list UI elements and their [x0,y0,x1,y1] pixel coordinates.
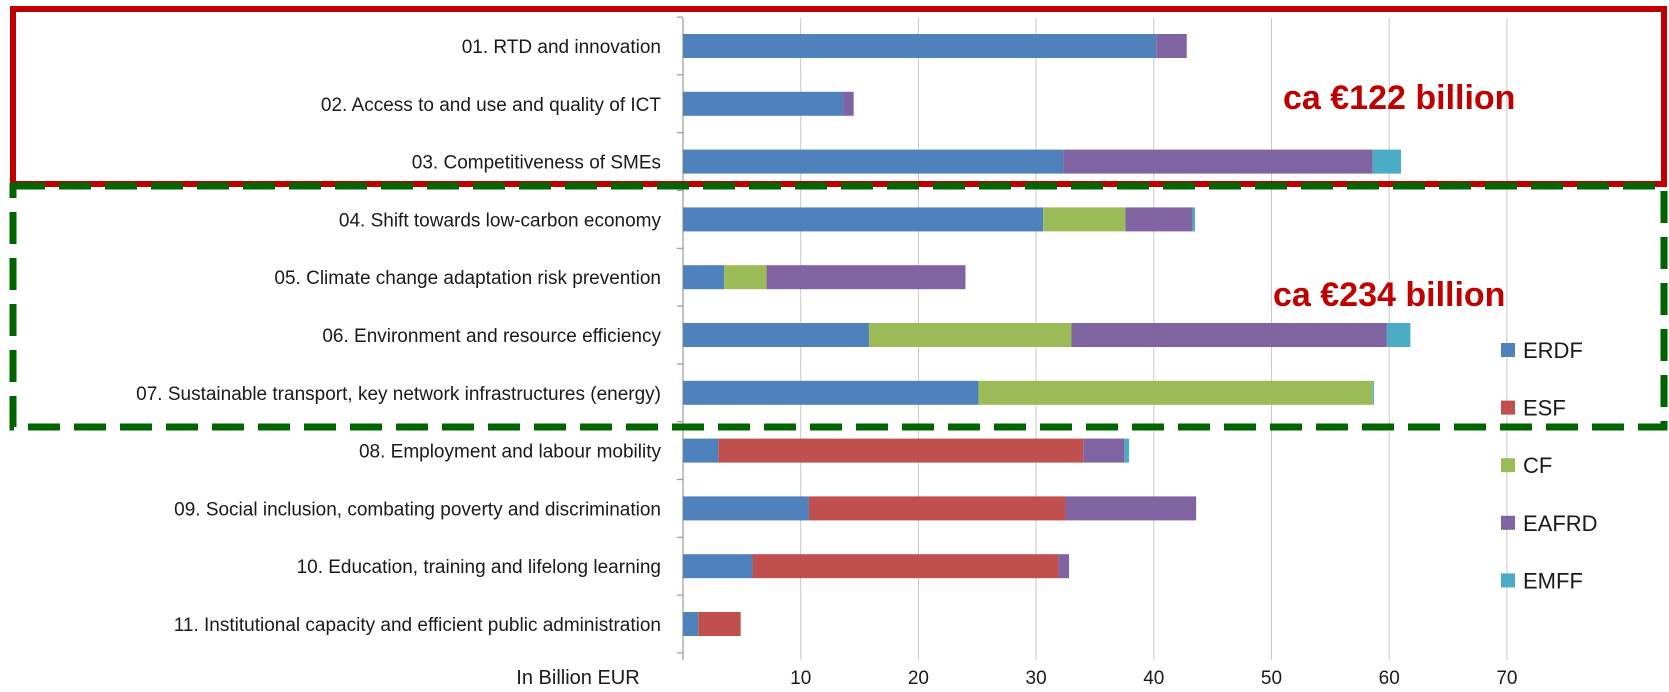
bars [683,34,1411,636]
bar-erdf [683,496,809,521]
legend-label-cf: CF [1523,453,1552,478]
category-label: 07. Sustainable transport, key network i… [136,384,661,405]
bar-cf [1043,207,1126,232]
bar-erdf [683,612,699,636]
category-label: 05. Climate change adaptation risk preve… [274,268,661,289]
bar-eafrd [1156,34,1187,58]
bar-esf [752,554,1059,579]
category-label: 01. RTD and innovation [462,37,661,58]
legend-label-eafrd: EAFRD [1523,511,1598,536]
bar-esf [698,612,741,636]
bar-eafrd [1065,496,1197,521]
bar-erdf [683,91,844,116]
category-label: 11. Institutional capacity and efficient… [174,615,661,636]
legend-label-erdf: ERDF [1523,338,1583,363]
legend-swatch-emff [1501,573,1515,588]
legend: ERDF ESF CF EAFRD EMFF [1501,338,1598,593]
annotations: ca €122 billion ca €234 billion [1273,79,1515,314]
x-axis-title: In Billion EUR [516,667,639,689]
legend-swatch-eafrd [1501,515,1515,530]
bar-eafrd [1071,323,1387,347]
category-label: 06. Environment and resource efficiency [322,326,661,347]
x-tick-label: 40 [1143,668,1164,689]
bar-erdf [683,34,1157,58]
annotation-label: ca €234 billion [1273,276,1505,314]
legend-label-esf: ESF [1523,396,1566,421]
x-tick-label: 70 [1496,668,1517,689]
bar-cf [724,265,767,290]
bar-eafrd [1063,149,1373,174]
x-tick-label: 10 [790,668,811,689]
bar-eafrd [843,91,854,116]
category-label: 03. Competitiveness of SMEs [412,153,661,174]
bar-emff [1386,323,1411,347]
bar-erdf [683,323,869,347]
bar-eafrd [1058,554,1070,579]
bar-cf [978,380,1373,405]
x-tick-label: 50 [1261,668,1282,689]
bar-eafrd [1083,438,1125,463]
bar-emff [1372,380,1374,405]
annotation-label: ca €122 billion [1283,79,1515,117]
bar-erdf [683,380,979,405]
bar-erdf [683,207,1044,232]
bar-cf [868,323,1072,347]
bar-emff [1372,149,1401,174]
category-label: 02. Access to and use and quality of ICT [321,95,661,116]
x-tick-label: 30 [1026,668,1047,689]
bar-eafrd [766,265,966,290]
x-tick-label: 20 [908,668,929,689]
bar-esf [808,496,1066,521]
x-ticks: 10 20 30 40 50 60 70 [790,668,1517,689]
bar-erdf [683,149,1064,174]
bar-esf [718,438,1084,463]
legend-swatch-erdf [1501,343,1515,357]
category-label: 08. Employment and labour mobility [359,442,662,463]
group-box-2 [9,182,1668,431]
bar-erdf [683,438,719,463]
category-label: 04. Shift towards low-carbon economy [339,210,662,231]
bar-erdf [683,265,725,290]
legend-label-emff: EMFF [1523,568,1583,593]
group-box-1 [10,6,1667,187]
category-label: 10. Education, training and lifelong lea… [297,557,661,578]
category-labels: 01. RTD and innovation 02. Access to and … [136,37,661,636]
annotation-boxes [9,6,1668,431]
bar-emff [1192,207,1195,232]
x-tick-label: 60 [1379,668,1400,689]
bar-erdf [683,554,753,579]
bar-eafrd [1125,207,1193,232]
legend-swatch-cf [1501,458,1515,473]
legend-swatch-esf [1501,400,1515,415]
bar-emff [1124,438,1130,463]
category-label: 09. Social inclusion, combating poverty … [174,499,661,520]
